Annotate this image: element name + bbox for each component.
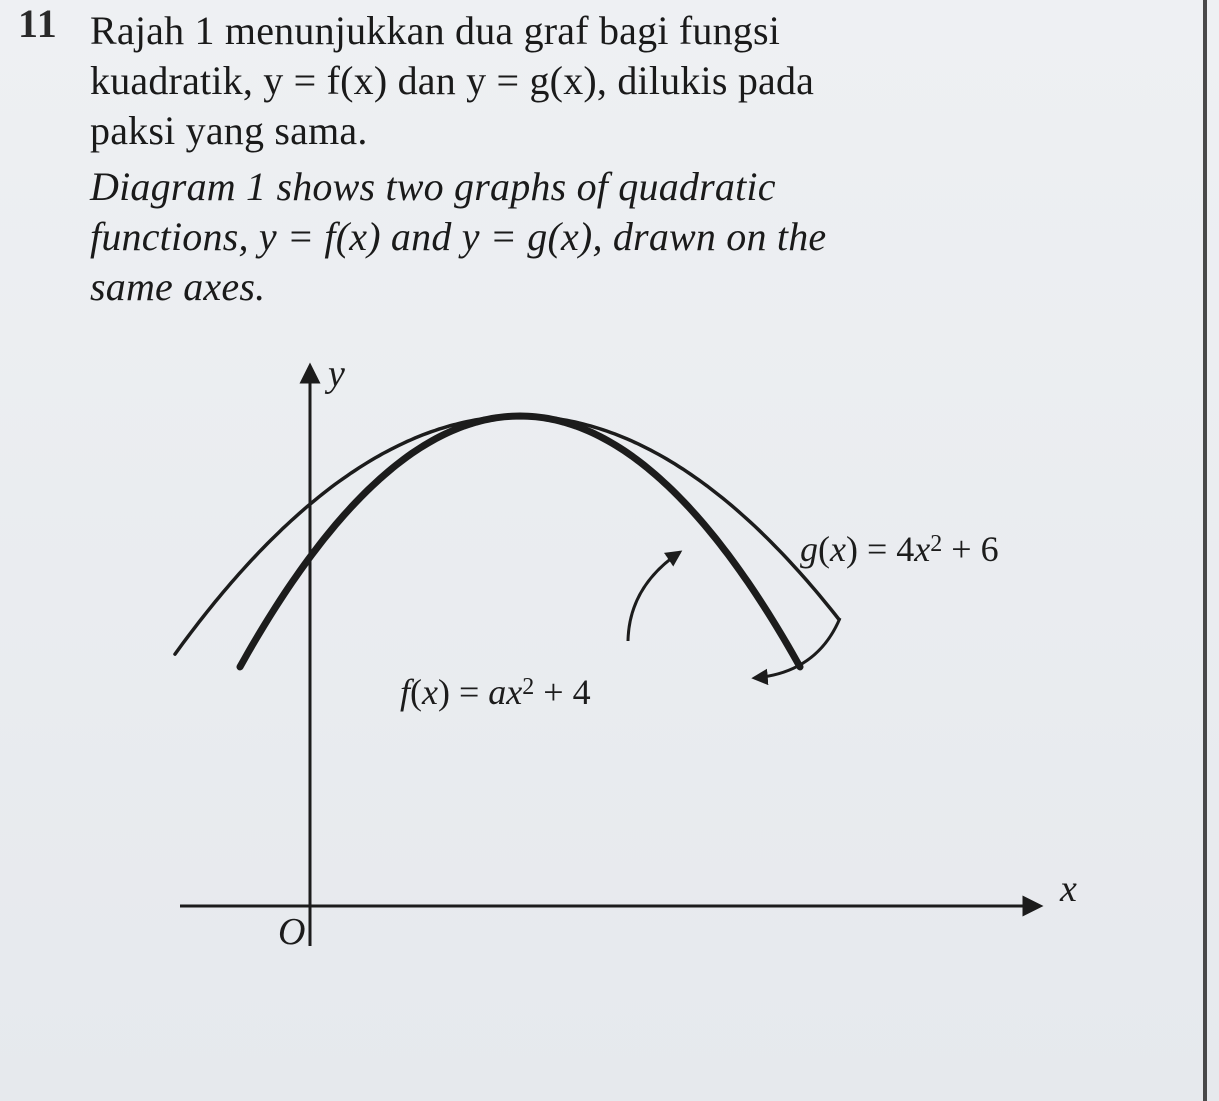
y-axis-label: y: [324, 353, 345, 395]
page: 11 Rajah 1 menunjukkan dua graf bagi fun…: [0, 0, 1219, 1101]
diagram-container: y x Og(x) = 4x2 + 6 f(x) = ax2 + 4: [90, 346, 1169, 986]
curve-g: [175, 416, 839, 654]
pointer-to-g: [754, 618, 840, 678]
malay-line-3: paksi yang sama.: [90, 106, 1169, 156]
quadratic-diagram: y x Og(x) = 4x2 + 6 f(x) = ax2 + 4: [140, 346, 1120, 986]
curve-f: [240, 416, 800, 667]
english-line-3: same axes.: [90, 262, 1169, 312]
x-axis-label: x: [1059, 868, 1077, 910]
question-text: Rajah 1 menunjukkan dua graf bagi fungsi…: [90, 0, 1169, 312]
question-number: 11: [18, 0, 58, 47]
origin-label: O: [278, 911, 305, 953]
english-line-1: Diagram 1 shows two graphs of quadratic: [90, 162, 1169, 212]
page-right-border: [1203, 0, 1207, 1101]
malay-line-1: Rajah 1 menunjukkan dua graf bagi fungsi: [90, 6, 1169, 56]
g-label: g(x) = 4x2 + 6: [800, 529, 999, 569]
english-line-2: functions, y = f(x) and y = g(x), drawn …: [90, 212, 1169, 262]
f-label: f(x) = ax2 + 4: [400, 672, 591, 712]
pointer-to-f: [628, 552, 680, 641]
malay-line-2: kuadratik, y = f(x) dan y = g(x), diluki…: [90, 56, 1169, 106]
